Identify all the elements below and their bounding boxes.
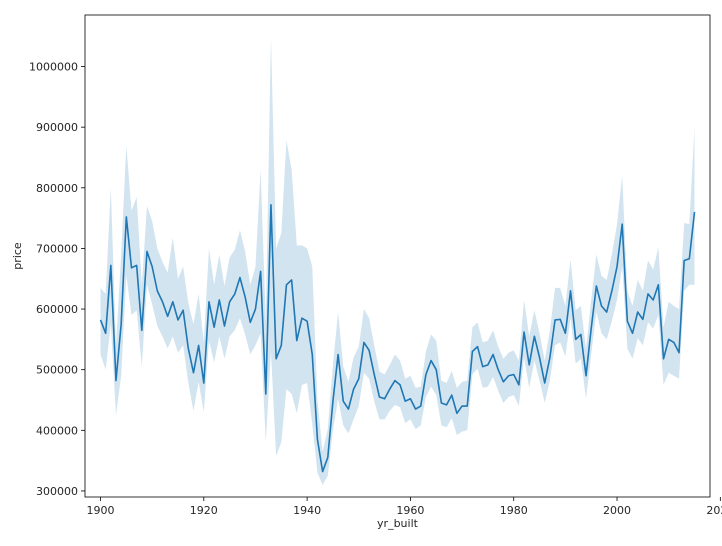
x-tick-label: 2020 bbox=[706, 504, 722, 517]
y-axis-title: price bbox=[11, 242, 24, 270]
x-axis-title: yr_built bbox=[377, 517, 419, 530]
y-tick-label: 600000 bbox=[36, 303, 78, 316]
y-tick-label: 800000 bbox=[36, 182, 78, 195]
x-tick-label: 1900 bbox=[86, 504, 114, 517]
x-tick-label: 1980 bbox=[500, 504, 528, 517]
y-tick-label: 900000 bbox=[36, 121, 78, 134]
axis-layer: 1900 1920 1940 1960 1980 2000 2020 300000 400000… bbox=[29, 61, 722, 517]
x-tick-label: 2000 bbox=[603, 504, 631, 517]
y-tick-label: 1000000 bbox=[29, 61, 78, 74]
y-tick-label: 400000 bbox=[36, 424, 78, 437]
y-tick-label: 300000 bbox=[36, 485, 78, 498]
plot-frame bbox=[84, 14, 711, 498]
x-tick-label: 1960 bbox=[396, 504, 424, 517]
y-tick-label: 700000 bbox=[36, 242, 78, 255]
y-tick-label: 500000 bbox=[36, 364, 78, 377]
plot-layer bbox=[99, 36, 696, 485]
series-line-0 bbox=[99, 203, 696, 473]
x-tick-label: 1940 bbox=[293, 504, 321, 517]
x-tick-label: 1920 bbox=[190, 504, 218, 517]
confidence-band-0 bbox=[100, 36, 695, 485]
